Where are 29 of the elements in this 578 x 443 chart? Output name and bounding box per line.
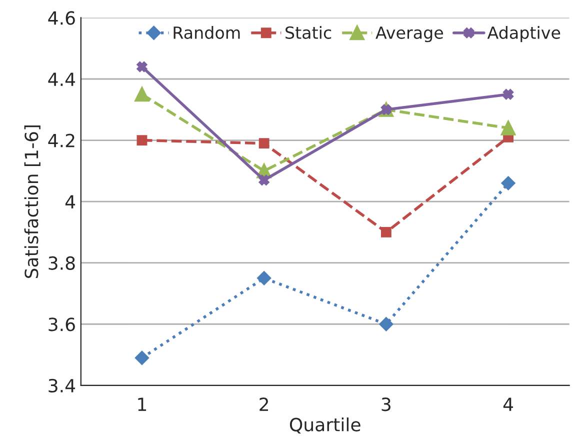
point (135, 350, 149, 365)
y-tick-label: 4 (65, 195, 76, 208)
legend-label: Static (286, 26, 332, 39)
point (380, 226, 392, 238)
point (501, 176, 516, 190)
legend-label: Adaptive (487, 26, 560, 42)
point (258, 138, 270, 149)
point (136, 62, 148, 72)
point (136, 135, 148, 146)
y-tick-label: 4.6 (48, 11, 75, 25)
point (134, 87, 150, 102)
x-tick-label: 3 (382, 398, 390, 412)
x-axis-title: Quartile (290, 417, 360, 434)
y-tick-label: 4.2 (48, 134, 74, 148)
x-tick-label: 2 (260, 398, 268, 411)
y-tick-label: 4.4 (48, 72, 76, 86)
point (257, 271, 272, 286)
legend-label: Average (376, 26, 444, 42)
point (258, 174, 270, 186)
point (500, 120, 516, 136)
x-tick-label: 4 (503, 398, 514, 411)
legend-label: Random (174, 26, 240, 39)
y-tick-label: 3.4 (48, 378, 76, 393)
x-tick-label: 1 (138, 398, 146, 411)
y-tick-label: 3.6 (48, 318, 75, 332)
point (503, 89, 514, 100)
y-tick-label: 3.8 (48, 256, 75, 270)
point (379, 317, 394, 332)
y-axis-title: Satisfaction [1-6] (24, 125, 40, 278)
